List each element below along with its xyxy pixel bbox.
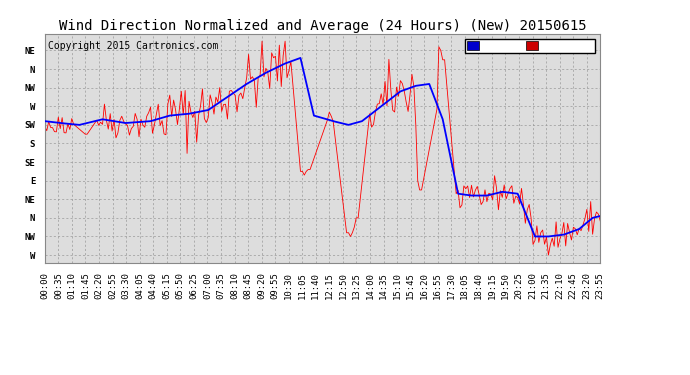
Legend: Average, Direction: Average, Direction (466, 39, 595, 53)
Text: Copyright 2015 Cartronics.com: Copyright 2015 Cartronics.com (48, 40, 218, 51)
Title: Wind Direction Normalized and Average (24 Hours) (New) 20150615: Wind Direction Normalized and Average (2… (59, 19, 586, 33)
